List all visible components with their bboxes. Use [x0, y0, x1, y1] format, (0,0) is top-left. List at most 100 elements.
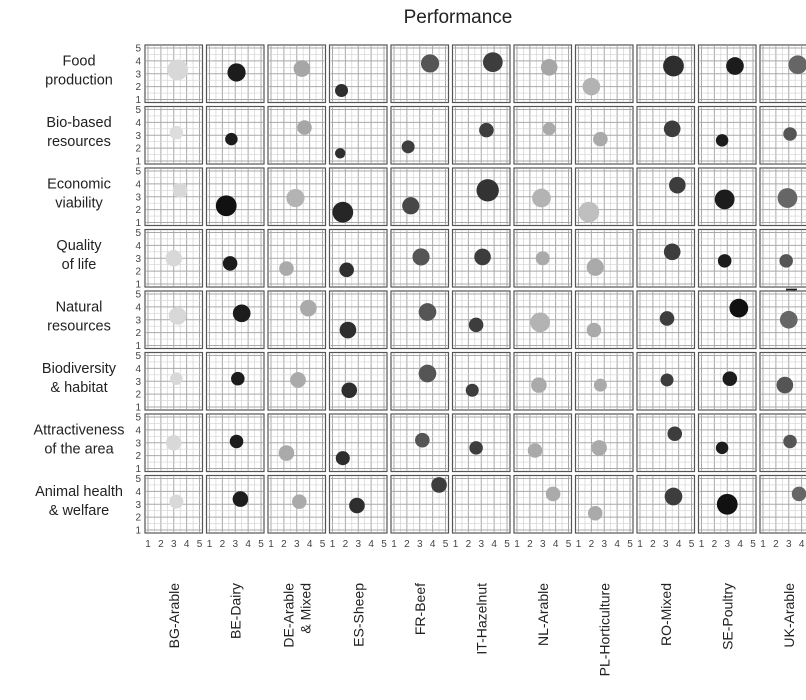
panel — [759, 413, 806, 473]
y-tick-label: 2 — [135, 451, 141, 462]
data-point — [349, 497, 365, 514]
panel — [390, 167, 450, 227]
x-tick-label: 3 — [355, 539, 361, 550]
row-label: of life — [62, 257, 97, 273]
x-tick-label: 5 — [566, 539, 572, 550]
panel — [451, 105, 511, 165]
panel — [759, 167, 806, 227]
data-point — [664, 487, 683, 506]
panel — [144, 290, 204, 350]
data-point — [168, 307, 187, 325]
y-tick-label: 5 — [135, 44, 141, 55]
x-tick-label: 5 — [504, 539, 510, 550]
data-point — [335, 148, 346, 159]
panel — [513, 474, 573, 534]
column-label: PL-Horticulture — [596, 583, 612, 677]
x-tick-label: 2 — [404, 539, 410, 550]
y-tick-label: 5 — [135, 351, 141, 362]
panel — [328, 228, 388, 288]
data-point — [215, 195, 237, 217]
panel — [451, 413, 511, 473]
panel — [328, 413, 388, 473]
data-point — [222, 256, 238, 271]
data-point — [476, 179, 499, 202]
panel — [267, 413, 327, 473]
row-label: Bio-based — [46, 115, 111, 131]
row-label: viability — [55, 195, 103, 211]
data-point — [667, 426, 683, 442]
y-tick-label: 3 — [135, 500, 141, 511]
panel-grid — [144, 44, 806, 534]
data-point — [722, 371, 738, 386]
data-point — [415, 432, 430, 448]
column-label: BG-Arable — [166, 583, 182, 649]
panel — [328, 167, 388, 227]
y-tick-label: 5 — [135, 474, 141, 485]
data-point — [482, 52, 503, 73]
data-point — [332, 201, 354, 223]
data-point — [663, 55, 684, 77]
data-point — [292, 494, 307, 509]
panel — [144, 228, 204, 288]
y-tick-label: 3 — [135, 131, 141, 142]
x-tick-label: 1 — [699, 539, 705, 550]
data-point — [170, 372, 183, 385]
panel — [328, 105, 388, 165]
data-point — [225, 132, 238, 146]
x-tick-label: 5 — [197, 539, 203, 550]
panel — [205, 290, 265, 350]
panel — [759, 290, 806, 350]
data-point — [169, 125, 184, 140]
panel — [267, 474, 327, 534]
data-point — [593, 131, 608, 147]
data-point — [586, 322, 602, 338]
data-point — [229, 434, 244, 449]
data-point — [341, 382, 358, 399]
panel — [451, 474, 511, 534]
panel — [574, 105, 634, 165]
x-tick-label: 4 — [553, 539, 559, 550]
row-label: Food — [62, 53, 95, 69]
panel — [636, 351, 696, 411]
panel — [144, 351, 204, 411]
panel — [636, 44, 696, 104]
panel — [697, 351, 757, 411]
data-point — [474, 248, 491, 266]
panel — [328, 474, 388, 534]
x-tick-label: 2 — [281, 539, 287, 550]
x-tick-label: 2 — [527, 539, 533, 550]
panel — [513, 105, 573, 165]
x-tick-label: 5 — [627, 539, 633, 550]
panel — [636, 413, 696, 473]
panel — [205, 351, 265, 411]
panel — [574, 167, 634, 227]
panel — [144, 474, 204, 534]
x-tick-label: 3 — [417, 539, 423, 550]
panel — [390, 44, 450, 104]
panel — [390, 413, 450, 473]
panel — [697, 44, 757, 104]
panel — [759, 351, 806, 411]
panel — [513, 413, 573, 473]
x-tick-label: 3 — [786, 539, 792, 550]
panel — [513, 167, 573, 227]
panel — [759, 44, 806, 104]
x-tick-label: 5 — [320, 539, 326, 550]
row-labels: Foodproduction12345Bio-basedresources123… — [33, 44, 141, 537]
data-point — [418, 303, 437, 321]
x-tick-label: 3 — [724, 539, 730, 550]
data-point — [401, 140, 415, 154]
row-label: Quality — [56, 238, 102, 254]
x-tick-label: 1 — [514, 539, 520, 550]
data-point — [278, 445, 295, 461]
x-tick-label: 1 — [268, 539, 274, 550]
x-tick-label: 5 — [750, 539, 756, 550]
y-tick-label: 5 — [135, 413, 141, 424]
column-label: & Mixed — [297, 583, 313, 634]
data-point — [582, 77, 601, 96]
panel — [144, 105, 204, 165]
y-tick-label: 2 — [135, 82, 141, 93]
x-tick-label: 3 — [171, 539, 177, 550]
panel — [328, 290, 388, 350]
x-tick-label: 1 — [391, 539, 397, 550]
